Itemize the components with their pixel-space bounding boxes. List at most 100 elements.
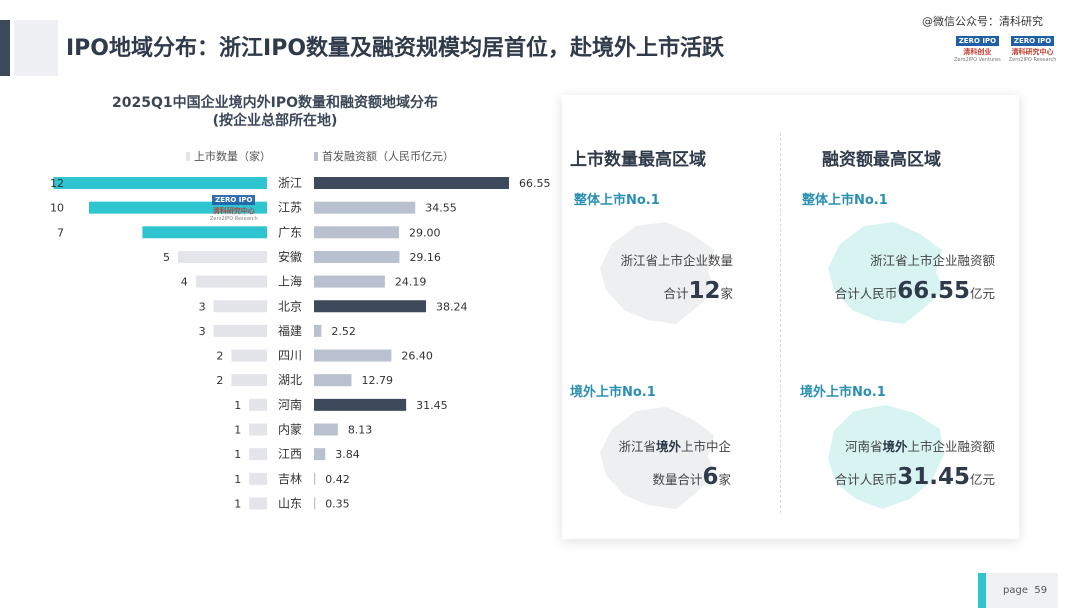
count-bar [249,423,267,436]
amount-label: 26.40 [401,350,433,363]
amount-label: 34.55 [425,202,457,215]
count-label: 1 [234,473,241,486]
header-logos: ZERO IPO 清科创业 Zero2IPO Ventures ZERO IPO… [954,36,1056,63]
q3-label: 境外上市No.1 [570,385,656,400]
legend-count-swatch [186,151,190,161]
amount-bar [314,423,338,436]
zhejiang-map-shape [600,222,716,324]
amount-bar [314,448,326,461]
title-accent-bar [0,20,10,76]
title-accent-block [14,20,58,76]
amount-bar [314,472,316,485]
count-label: 10 [50,202,64,215]
count-label: 1 [234,399,241,412]
amount-label: 0.35 [325,497,350,510]
wechat-watermark: @微信公众号：清科研究 [922,15,1043,28]
category-label: 安徽 [278,249,302,264]
amount-bar [314,250,400,263]
legend-amount-swatch [314,151,318,161]
amount-bar [314,275,385,288]
amount-label: 0.42 [325,473,350,486]
chart-subtitle: (按企业总部所在地) [212,113,338,129]
category-label: 湖北 [278,372,302,387]
amount-label: 2.52 [331,325,356,338]
chart-title: 2025Q1中国企业境内外IPO数量和融资额地域分布 [112,95,438,111]
amount-label: 38.24 [436,300,468,313]
count-label: 3 [199,325,206,338]
q1-number: 12 [688,278,721,304]
amount-label: 8.13 [348,424,373,437]
q1-stat: 浙江省上市企业数量 合计12家 [620,253,733,304]
amount-bar [314,398,407,411]
page-accent-bar [978,573,986,608]
count-label: 2 [216,374,223,387]
category-label: 北京 [278,299,302,313]
category-label: 河南 [278,397,302,412]
q4-label: 境外上市No.1 [800,385,886,400]
q2-number: 66.55 [897,278,970,304]
amount-label: 31.45 [416,399,448,412]
count-bar [249,497,267,510]
category-label: 山东 [278,496,302,510]
category-label: 上海 [278,274,302,289]
amount-bar [314,226,399,239]
count-bar [142,226,267,239]
count-label: 7 [57,226,64,239]
henan-map-shape [828,405,944,509]
count-bar [178,250,267,263]
amount-label: 12.79 [361,374,393,387]
amount-label: 29.00 [409,226,441,239]
count-label: 12 [50,177,64,190]
category-label: 江苏 [278,201,302,215]
amount-bar [314,497,316,510]
card-divider [780,133,781,513]
legend-count-label: 上市数量（家） [194,150,271,163]
q4-stat: 河南省境外上市企业融资额 合计人民币31.45亿元 [834,439,995,490]
zhejiang-map-shape-2 [600,407,716,509]
page-box [986,573,1058,608]
count-label: 4 [181,276,188,289]
category-label: 四川 [278,349,302,363]
category-label: 江西 [278,447,302,461]
zero2ipo-ventures-logo: ZERO IPO 清科创业 Zero2IPO Ventures [954,36,1001,63]
amount-bar [314,349,392,362]
amount-label: 3.84 [335,448,360,461]
q1-label: 整体上市No.1 [574,193,660,208]
count-label: 5 [163,251,170,264]
page-title: IPO地域分布：浙江IPO数量及融资规模均居首位，赴境外上市活跃 [66,36,725,61]
count-bar [195,275,267,288]
legend-amount-label: 首发融资额（人民币亿元） [322,150,454,163]
count-bar [249,472,267,485]
q2-stat: 浙江省上市企业融资额 合计人民币66.55亿元 [834,253,995,304]
category-label: 吉林 [278,472,302,486]
amount-label: 29.16 [409,251,441,264]
category-label: 广东 [278,225,302,239]
amount-bar [314,300,427,313]
count-bar [249,448,267,461]
q3-stat: 浙江省境外上市中企 数量合计6家 [618,439,731,490]
q2-label: 整体上市No.1 [802,193,888,208]
count-bar [231,349,267,362]
count-label: 1 [234,497,241,510]
count-bar [249,398,267,411]
right-heading: 融资额最高区域 [822,150,941,170]
category-label: 福建 [278,323,302,338]
count-bar [231,374,267,387]
amount-bar [314,374,352,387]
count-label: 1 [234,424,241,437]
category-label: 浙江 [278,176,302,190]
category-label: 内蒙 [278,423,302,437]
legend-count: 上市数量（家） [186,148,271,164]
chart-zero2ipo-logo: ZERO IPO 清科研究中心 Zero2IPO Research [210,195,258,222]
amount-label: 24.19 [395,276,427,289]
legend-amount: 首发融资额（人民币亿元） [314,148,454,164]
q3-number: 6 [702,464,719,490]
zero2ipo-research-logo: ZERO IPO 清科研究中心 Zero2IPO Research [1008,36,1057,63]
count-bar [53,177,268,189]
amount-bar [314,177,509,189]
count-bar [213,300,267,313]
amount-bar [314,324,322,337]
amount-bar [314,201,416,214]
zhejiang-map-shape-highlight [828,222,944,324]
